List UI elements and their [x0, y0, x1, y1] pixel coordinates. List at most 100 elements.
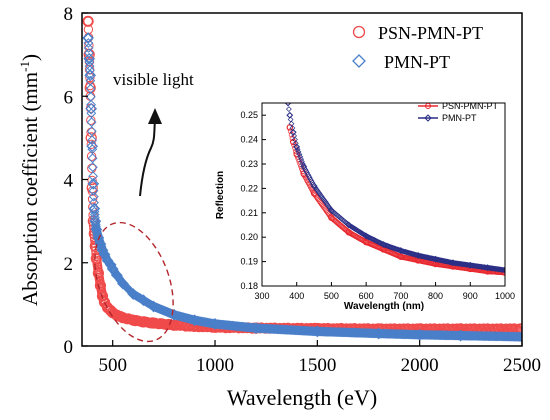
marker-psn-pmn-pt-point: [148, 317, 160, 329]
inset-marker-pmn-pt-point: [310, 182, 318, 190]
inset-y-tick-label: 0.25: [240, 110, 258, 120]
main-x-tick-label: 1500: [298, 355, 336, 376]
series-pmn-pt: [82, 32, 522, 343]
inset-x-tick-label: 500: [324, 291, 339, 301]
marker-pmn-pt: [83, 43, 94, 53]
main-y-tick-label: 0: [64, 337, 74, 358]
inset-marker-psn-pmn-pt-point: [328, 214, 335, 221]
inset-marker-pmn-pt: [299, 161, 306, 167]
inset-marker-pmn-pt: [372, 237, 379, 244]
main-x-tick-label: 2500: [503, 355, 541, 376]
marker-pmn-pt-point: [516, 330, 522, 343]
inset-marker-pmn-pt-point: [466, 261, 474, 269]
marker-pmn-pt: [512, 331, 522, 342]
main-x-tick-label: 500: [98, 355, 127, 376]
legend-marker-pmn-pt: [352, 54, 366, 68]
main-y-tick-label: 6: [64, 87, 74, 108]
inset-legend-label-psn-pmn-pt: PSN-PMN-PT: [442, 101, 499, 111]
inset-marker-psn-pmn-pt: [297, 161, 303, 167]
inset-marker-pmn-pt: [375, 239, 382, 245]
marker-psn-pmn-pt-point: [92, 267, 105, 279]
inset-marker-pmn-pt: [298, 156, 304, 162]
marker-psn-pmn-pt-point: [90, 253, 102, 265]
inset-plot-frame: [261, 102, 506, 287]
inset-marker-pmn-pt: [297, 153, 304, 160]
marker-pmn-pt-point: [88, 202, 101, 215]
marker-pmn-pt: [83, 48, 94, 58]
marker-pmn-pt: [86, 117, 97, 128]
marker-pmn-pt-point: [127, 288, 140, 300]
inset-y-tick-label: 0.23: [240, 159, 258, 169]
marker-pmn-pt-point: [209, 318, 221, 330]
marker-psn-pmn-pt: [83, 16, 93, 26]
marker-pmn-pt-point: [311, 325, 324, 338]
inset-series-pmn-pt: [284, 103, 505, 274]
inset-marker-pmn-pt-point: [449, 259, 457, 267]
main-x-axis-label: Wavelength (eV): [227, 385, 377, 410]
main-x-tick-label: 1000: [196, 355, 234, 376]
inset-y-tick-label: 0.18: [240, 281, 258, 291]
inset-y-tick-label: 0.24: [240, 135, 258, 145]
marker-psn-pmn-pt: [86, 115, 96, 126]
marker-pmn-pt-point: [137, 294, 150, 307]
marker-pmn-pt: [83, 38, 94, 48]
marker-pmn-pt: [513, 331, 522, 342]
marker-psn-pmn-pt-point: [96, 290, 109, 302]
marker-pmn-pt-point: [413, 328, 426, 341]
marker-psn-pmn-pt-point: [98, 296, 111, 308]
inset-marker-pmn-pt-point: [300, 162, 308, 170]
inset-marker-pmn-pt: [365, 234, 372, 241]
marker-pmn-pt-point: [250, 322, 262, 334]
inset-marker-psn-pmn-pt-point: [345, 229, 353, 236]
inset-marker-pmn-pt-point: [414, 252, 422, 259]
highlight-ellipse: [94, 221, 174, 343]
inset-marker-pmn-pt-point: [327, 206, 335, 214]
marker-pmn-pt-point: [110, 269, 123, 282]
marker-pmn-pt-point: [82, 32, 94, 44]
inset-y-tick-label: 0.22: [240, 183, 258, 193]
inset-y-tick-label: 0.21: [240, 208, 258, 218]
inset-marker-psn-pmn-pt: [289, 135, 296, 142]
main-y-axis-label-sup: -1: [17, 61, 32, 72]
marker-pmn-pt: [515, 331, 522, 342]
inset-y-tick-label: 0.19: [240, 257, 258, 267]
inset-x-tick-label: 600: [359, 291, 374, 301]
marker-pmn-pt: [88, 185, 99, 196]
marker-pmn-pt-point: [101, 254, 114, 267]
inset-legend-marker-pmn-pt: [424, 114, 432, 122]
main-legend: PSN-PMN-PT PMN-PT: [352, 23, 483, 72]
inset-legend: PSN-PMN-PT PMN-PT: [418, 101, 499, 123]
marker-pmn-pt-point: [83, 52, 96, 65]
inset-marker-pmn-pt-point: [345, 221, 353, 229]
inset-marker-pmn-pt-point: [397, 247, 405, 255]
marker-pmn-pt: [87, 162, 98, 173]
marker-pmn-pt-point: [94, 238, 107, 250]
inset-marker-pmn-pt-point: [501, 266, 505, 274]
marker-pmn-pt-point: [117, 277, 129, 290]
main-y-tick-label: 2: [64, 254, 74, 275]
marker-pmn-pt-point: [454, 329, 467, 342]
inset-x-tick-label: 1000: [495, 291, 515, 301]
marker-pmn-pt-point: [372, 327, 385, 340]
annotation-visible-light: visible light: [113, 70, 194, 89]
marker-pmn-pt: [87, 153, 98, 164]
inset-marker-pmn-pt: [367, 235, 374, 241]
inset-x-tick-label: 800: [428, 291, 443, 301]
main-y-axis-label-text: Absorption coefficient (mm: [18, 72, 42, 306]
marker-pmn-pt-point: [92, 231, 105, 244]
main-y-axis-label: Absorption coefficient (mm-1): [17, 54, 42, 306]
inset-marker-pmn-pt-point: [293, 143, 301, 151]
marker-psn-pmn-pt: [87, 175, 97, 186]
inset-marker-pmn-pt: [369, 236, 376, 242]
inset-x-tick-label: 900: [463, 291, 478, 301]
inset-marker-pmn-pt: [299, 158, 305, 165]
marker-pmn-pt: [514, 331, 522, 342]
main-x-tick-label: 2000: [401, 355, 439, 376]
marker-pmn-pt: [88, 191, 99, 202]
inset-background: [262, 103, 505, 286]
inset-marker-pmn-pt: [377, 239, 383, 246]
marker-pmn-pt: [89, 197, 99, 208]
marker-pmn-pt: [87, 135, 98, 146]
marker-psn-pmn-pt-point: [94, 280, 107, 292]
marker-pmn-pt: [84, 65, 95, 76]
